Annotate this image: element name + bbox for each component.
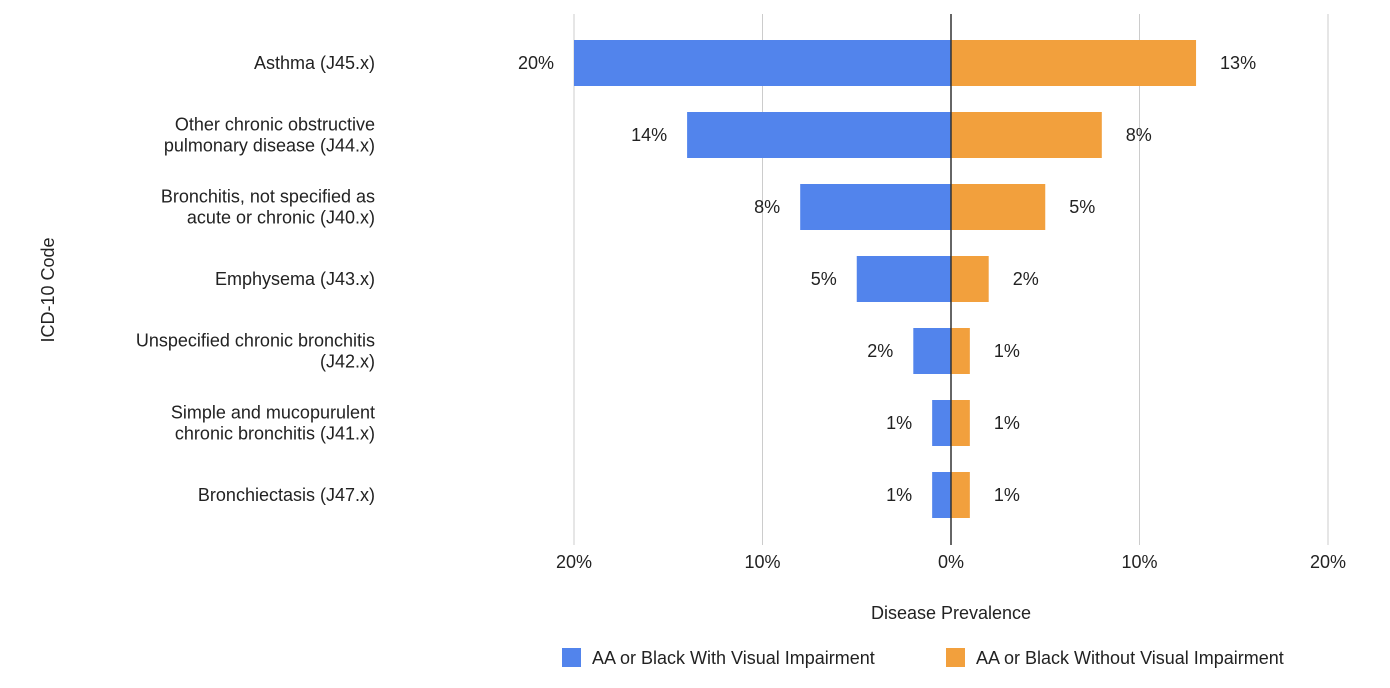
category-label: Other chronic obstructive pulmonary disea…	[164, 115, 375, 156]
x-tick-labels: 20% 10% 0% 10% 20%	[556, 552, 1346, 572]
value-label-with-impairment: 8%	[754, 197, 780, 217]
category-label: Emphysema (J43.x)	[215, 269, 375, 289]
bar-without-impairment	[951, 256, 989, 302]
x-axis-title: Disease Prevalence	[871, 603, 1031, 623]
x-tick-label: 20%	[556, 552, 592, 572]
bar-without-impairment	[951, 400, 970, 446]
value-label-without-impairment: 13%	[1220, 53, 1256, 73]
legend-swatch-with-impairment	[562, 648, 581, 667]
value-label-with-impairment: 1%	[886, 413, 912, 433]
category-label: Bronchitis, not specified as acute or chr…	[161, 187, 375, 228]
bar-with-impairment	[932, 400, 951, 446]
value-label-without-impairment: 2%	[1013, 269, 1039, 289]
y-axis-title: ICD-10 Code	[38, 237, 58, 342]
legend-swatch-without-impairment	[946, 648, 965, 667]
x-tick-label: 0%	[938, 552, 964, 572]
category-labels: Asthma (J45.x) Other chronic obstructive p…	[136, 53, 375, 505]
legend-label-with-impairment: AA or Black With Visual Impairment	[592, 648, 875, 668]
x-tick-label: 20%	[1310, 552, 1346, 572]
bar-without-impairment	[951, 472, 970, 518]
value-label-with-impairment: 5%	[811, 269, 837, 289]
bar-with-impairment	[800, 184, 951, 230]
category-label: Unspecified chronic bronchitis (J42.x)	[136, 331, 375, 372]
bar-with-impairment	[913, 328, 951, 374]
value-label-with-impairment: 1%	[886, 485, 912, 505]
bar-with-impairment	[687, 112, 951, 158]
value-label-with-impairment: 2%	[867, 341, 893, 361]
bar-with-impairment	[932, 472, 951, 518]
value-label-without-impairment: 1%	[994, 485, 1020, 505]
category-label: Simple and mucopurulent chronic bronchiti…	[171, 403, 375, 444]
legend: AA or Black With Visual Impairment AA or…	[562, 648, 1284, 668]
x-tick-label: 10%	[1121, 552, 1157, 572]
bar-with-impairment	[856, 256, 951, 302]
bar-without-impairment	[951, 184, 1046, 230]
value-label-without-impairment: 1%	[994, 341, 1020, 361]
x-tick-label: 10%	[744, 552, 780, 572]
value-labels: 20% 13% 14% 8% 8% 5% 5% 2% 2% 1% 1% 1% 1% 1%	[518, 53, 1256, 505]
category-label: Asthma (J45.x)	[254, 53, 375, 73]
bar-without-impairment	[951, 40, 1197, 86]
value-label-with-impairment: 20%	[518, 53, 554, 73]
bars	[574, 40, 1197, 518]
category-label: Bronchiectasis (J47.x)	[198, 485, 375, 505]
value-label-without-impairment: 1%	[994, 413, 1020, 433]
legend-label-without-impairment: AA or Black Without Visual Impairment	[976, 648, 1284, 668]
value-label-without-impairment: 5%	[1069, 197, 1095, 217]
value-label-with-impairment: 14%	[631, 125, 667, 145]
value-label-without-impairment: 8%	[1126, 125, 1152, 145]
bar-with-impairment	[574, 40, 951, 86]
gridlines	[573, 14, 1329, 545]
bar-without-impairment	[951, 112, 1102, 158]
bar-without-impairment	[951, 328, 970, 374]
